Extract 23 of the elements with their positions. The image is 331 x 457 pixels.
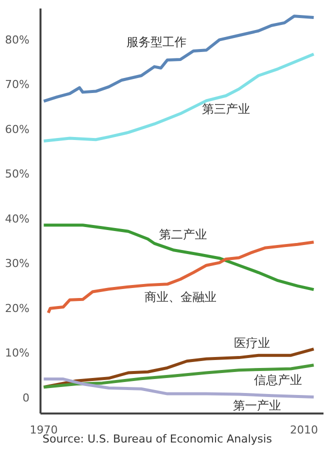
line-series	[46, 240, 316, 314]
line-series	[42, 52, 316, 142]
series-label: 医疗业	[234, 336, 270, 350]
y-tick-label: 20%	[5, 302, 30, 315]
series-label: 商业、金融业	[144, 290, 216, 304]
y-tick-label: 30%	[5, 257, 30, 270]
x-tick-label: 2010	[290, 424, 318, 436]
series-label: 第二产业	[158, 227, 207, 242]
y-tick-label: 40%	[5, 212, 30, 226]
y-tick-label: 50%	[5, 168, 30, 181]
source-note: Source: U.S. Bureau of Economic Analysis	[42, 432, 272, 446]
series-label: 服务型工作	[126, 35, 186, 50]
y-tick-label: 70%	[5, 78, 30, 92]
y-tick-label: 10%	[5, 346, 30, 360]
y-tick-label: 60%	[5, 122, 30, 136]
series-label: 信息产业	[254, 372, 302, 387]
series-label: 第三产业	[202, 102, 250, 116]
line-series	[42, 364, 316, 389]
line-series	[42, 14, 316, 103]
series-label: 第一产业	[233, 398, 282, 412]
y-tick-label: 80%	[5, 33, 30, 46]
y-tick-label: 0	[22, 391, 30, 404]
line-series	[42, 224, 316, 292]
